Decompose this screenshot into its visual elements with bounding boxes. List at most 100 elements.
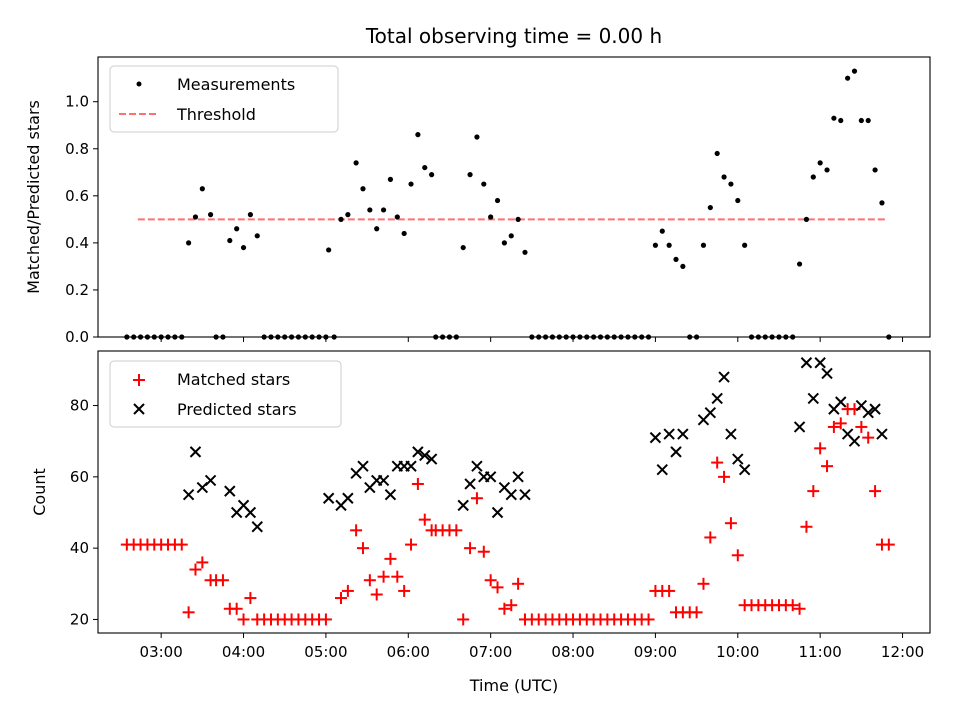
measurement-point — [234, 226, 240, 232]
matched-star-point — [821, 460, 834, 473]
predicted-star-point — [711, 392, 723, 405]
predicted-star-point — [204, 474, 217, 487]
predicted-star-point — [484, 471, 497, 483]
matched-star-point — [834, 417, 847, 430]
predicted-star-point — [425, 453, 438, 465]
top-y-ticks: 0.0 0.2 0.4 0.6 0.8 1.0 — [65, 93, 98, 346]
legend-matched-label: Matched stars — [177, 370, 290, 389]
top-plot-frame — [97, 56, 931, 338]
chart-title: Total observing time = 0.00 h — [365, 24, 662, 48]
bottom-data-marks — [120, 357, 895, 626]
matched-star-point — [498, 602, 511, 615]
matched-star-point — [793, 602, 806, 615]
predicted-star-point — [505, 488, 517, 501]
predicted-star-point — [793, 421, 806, 433]
legend-matched-marker — [133, 374, 145, 386]
predicted-star-point — [738, 464, 751, 476]
predicted-star-point — [704, 406, 717, 419]
top-plot-panel: 0.0 0.2 0.4 0.6 0.8 1.0 Matched/Predicted sta… — [24, 56, 931, 346]
matched-star-point — [827, 420, 840, 433]
bottom-plot-frame — [97, 350, 931, 634]
measurement-point — [467, 172, 473, 178]
matched-star-point — [786, 599, 799, 612]
top-y-tick-label: 0.8 — [65, 140, 89, 158]
top-y-tick-label: 0.4 — [65, 234, 89, 252]
measurement-point — [728, 181, 734, 187]
measurement-point — [515, 216, 521, 222]
measurement-point — [680, 263, 686, 270]
legend-threshold-label: Threshold — [176, 105, 256, 124]
top-legend: Measurements Threshold — [109, 65, 339, 133]
bottom-y-tick-label: 80 — [70, 397, 89, 415]
matched-star-point — [182, 606, 195, 619]
predicted-star-point — [814, 357, 826, 369]
matched-star-point — [175, 538, 188, 551]
predicted-star-point — [821, 367, 833, 380]
bottom-y-axis-label: Count — [30, 468, 49, 516]
predicted-star-point — [491, 506, 504, 519]
matched-star-point — [862, 431, 875, 444]
matched-star-point — [457, 613, 470, 626]
top-legend-box — [109, 65, 339, 133]
measurement-point — [326, 247, 332, 253]
bottom-legend: Matched stars Predicted stars — [109, 360, 342, 428]
predicted-star-point — [876, 428, 888, 440]
matched-star-point — [356, 542, 369, 555]
matched-star-point — [491, 581, 504, 594]
matched-star-point — [216, 574, 229, 587]
x-tick-label: 07:00 — [469, 643, 512, 661]
top-y-tick-label: 0.0 — [65, 328, 89, 346]
measurement-point — [666, 242, 672, 248]
measurement-point — [460, 244, 466, 251]
measurement-point — [742, 242, 748, 248]
measurement-point — [707, 204, 713, 211]
measurement-point — [207, 212, 214, 218]
predicted-star-point — [807, 392, 820, 405]
measurement-point — [360, 186, 366, 192]
measurement-point — [192, 214, 199, 220]
matched-star-point — [642, 613, 655, 626]
measurement-point — [721, 174, 727, 180]
matched-star-point — [377, 570, 390, 583]
bottom-y-tick-label: 40 — [70, 539, 89, 557]
measurement-point — [353, 160, 359, 166]
matched-star-point — [370, 588, 383, 601]
x-tick-label: 09:00 — [634, 643, 677, 661]
matched-star-point — [711, 456, 724, 469]
matched-star-point — [731, 549, 744, 562]
top-x-ticks — [160, 337, 904, 342]
predicted-star-point — [732, 453, 744, 465]
bottom-y-tick-label: 20 — [70, 610, 89, 628]
measurement-point — [199, 186, 205, 192]
predicted-star-point — [189, 446, 202, 458]
matched-star-point — [800, 520, 813, 533]
measurement-point — [247, 212, 253, 218]
measurement-point — [803, 216, 810, 222]
legend-predicted-label: Predicted stars — [177, 400, 297, 419]
measurement-point — [345, 212, 351, 218]
matched-star-point — [512, 577, 525, 590]
predicted-star-point — [725, 428, 737, 440]
measurement-point — [879, 200, 885, 206]
predicted-star-point — [377, 474, 390, 487]
measurement-point — [401, 230, 407, 237]
predicted-star-point — [649, 431, 662, 444]
matched-star-point — [405, 538, 418, 551]
matched-star-point — [341, 584, 354, 597]
matched-star-point — [807, 485, 820, 498]
measurement-point — [872, 167, 878, 173]
predicted-star-point — [182, 488, 195, 501]
x-tick-label: 03:00 — [140, 643, 183, 661]
x-tick-label: 08:00 — [551, 643, 594, 661]
predicted-star-point — [405, 460, 417, 472]
legend-predicted-marker — [133, 403, 145, 415]
matched-star-point — [704, 531, 717, 544]
measurement-point — [394, 214, 400, 220]
measurement-point — [422, 164, 428, 171]
matched-star-point — [384, 552, 397, 565]
measurement-point — [796, 261, 803, 267]
x-tick-label: 06:00 — [387, 643, 430, 661]
predicted-star-point — [670, 446, 682, 458]
predicted-star-point — [244, 506, 257, 519]
